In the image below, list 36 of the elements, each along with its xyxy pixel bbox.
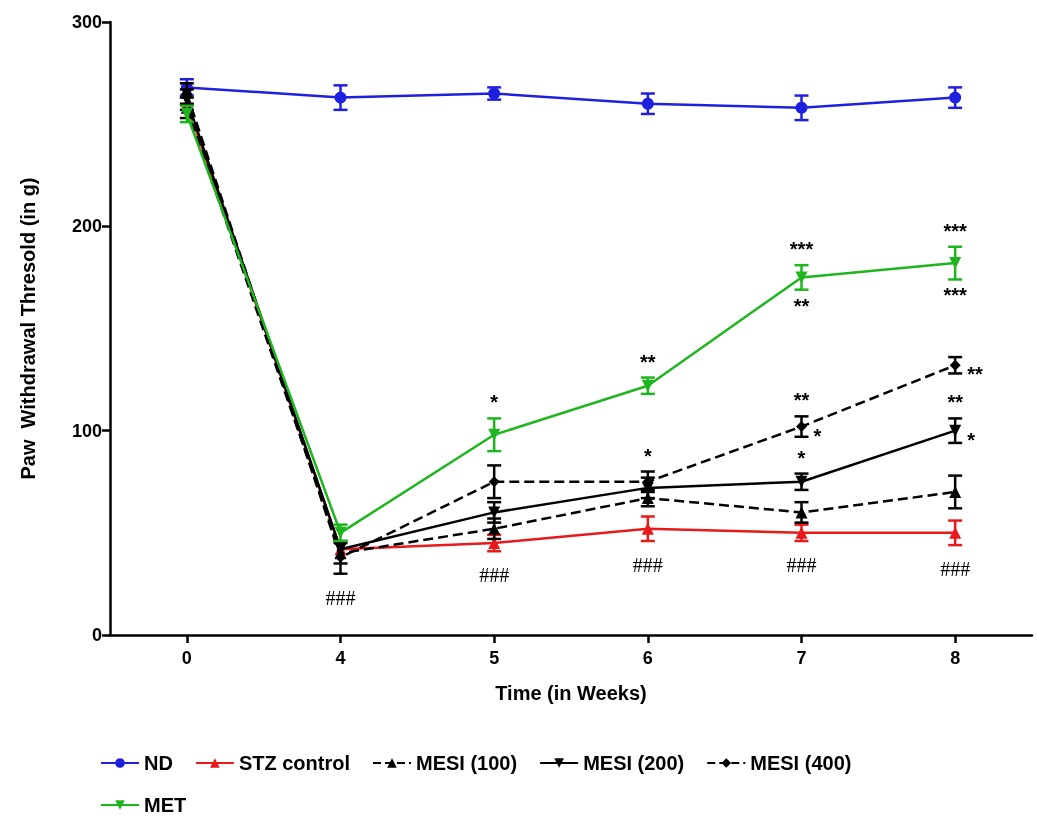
legend-label: STZ control (238, 752, 350, 774)
x-tick-label: 5 (489, 648, 500, 668)
annotation: * (813, 424, 822, 447)
annotation: ### (325, 586, 356, 609)
annotation: ** (640, 350, 656, 373)
annotation: ### (786, 554, 817, 577)
annotation: ### (479, 564, 510, 587)
legend-label: MET (144, 794, 187, 816)
annotation: ** (967, 363, 983, 386)
annotation: *** (943, 284, 968, 307)
y-axis-title: Paw Withdrawal Thresold (in g) (17, 177, 39, 480)
x-tick-label: 0 (181, 648, 192, 668)
annotation: * (967, 428, 976, 451)
annotation: * (797, 446, 806, 469)
y-tick-label: 0 (91, 625, 102, 645)
annotation: ** (947, 391, 964, 414)
y-tick-label: 100 (71, 420, 102, 441)
legend-label: MESI (400) (750, 752, 852, 774)
annotation: ** (793, 389, 810, 412)
annotation: *** (943, 219, 968, 242)
y-tick-label: 200 (71, 216, 102, 237)
annotation: ** (793, 294, 810, 317)
y-tick-label: 300 (71, 12, 102, 32)
annotation: ### (940, 558, 971, 581)
legend-label: ND (144, 752, 173, 774)
x-tick-label: 8 (950, 648, 961, 668)
x-tick-label: 4 (335, 648, 346, 668)
legend-label: MESI (200) (583, 752, 685, 774)
annotation: * (643, 444, 652, 467)
annotation: ### (632, 554, 663, 577)
x-tick-label: 6 (642, 648, 653, 668)
x-tick-label: 7 (796, 648, 807, 668)
annotation: *** (789, 238, 814, 261)
x-axis-title: Time (in Weeks) (495, 682, 647, 704)
legend-label: MESI (100) (415, 752, 518, 774)
annotation: * (490, 391, 499, 414)
